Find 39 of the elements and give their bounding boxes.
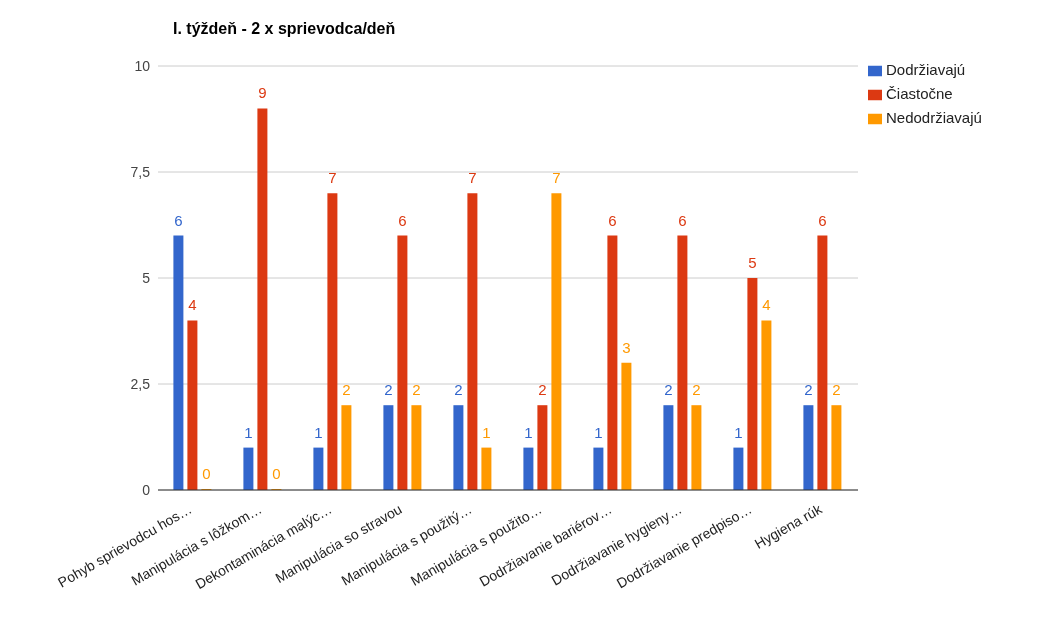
- data-label: 4: [188, 296, 197, 314]
- data-label: 0: [272, 465, 281, 482]
- data-label: 1: [244, 423, 253, 441]
- legend-label: Nedodržiavajú: [886, 109, 982, 126]
- data-label: 5: [748, 254, 757, 271]
- data-label: 3: [622, 338, 631, 356]
- legend-label: Dodržiavajú: [886, 61, 966, 78]
- data-label: 2: [412, 381, 421, 399]
- y-tick-label: 0: [142, 481, 151, 498]
- data-label: 7: [328, 169, 337, 187]
- data-label: 9: [258, 84, 267, 102]
- data-label: 2: [342, 381, 351, 399]
- data-label: 1: [594, 423, 603, 441]
- data-label: 1: [524, 423, 533, 441]
- data-label: 2: [538, 381, 547, 399]
- data-label: 6: [608, 211, 617, 229]
- data-label: 2: [664, 381, 673, 399]
- data-label: 1: [482, 423, 491, 441]
- y-tick-label: 10: [134, 57, 151, 74]
- data-label: 6: [678, 211, 687, 229]
- data-label: 2: [454, 381, 463, 399]
- y-tick-label: 2,5: [130, 375, 151, 392]
- chart-title: I. týždeň - 2 x sprievodca/deň: [173, 20, 396, 38]
- data-label: 2: [832, 381, 841, 399]
- data-label: 6: [174, 211, 183, 229]
- data-label: 0: [202, 465, 211, 482]
- data-label: 4: [762, 296, 771, 314]
- data-label: 6: [398, 211, 407, 229]
- y-tick-label: 7,5: [130, 163, 151, 180]
- legend-label: Čiastočne: [886, 85, 953, 102]
- y-tick-label: 5: [142, 269, 151, 286]
- data-label: 2: [384, 381, 393, 399]
- data-label: 6: [818, 211, 827, 229]
- data-label: 7: [552, 169, 561, 187]
- data-label: 2: [804, 381, 813, 399]
- data-label: 1: [734, 423, 743, 441]
- data-label: 7: [468, 169, 477, 187]
- data-label: 1: [314, 423, 323, 441]
- data-label: 2: [692, 381, 701, 399]
